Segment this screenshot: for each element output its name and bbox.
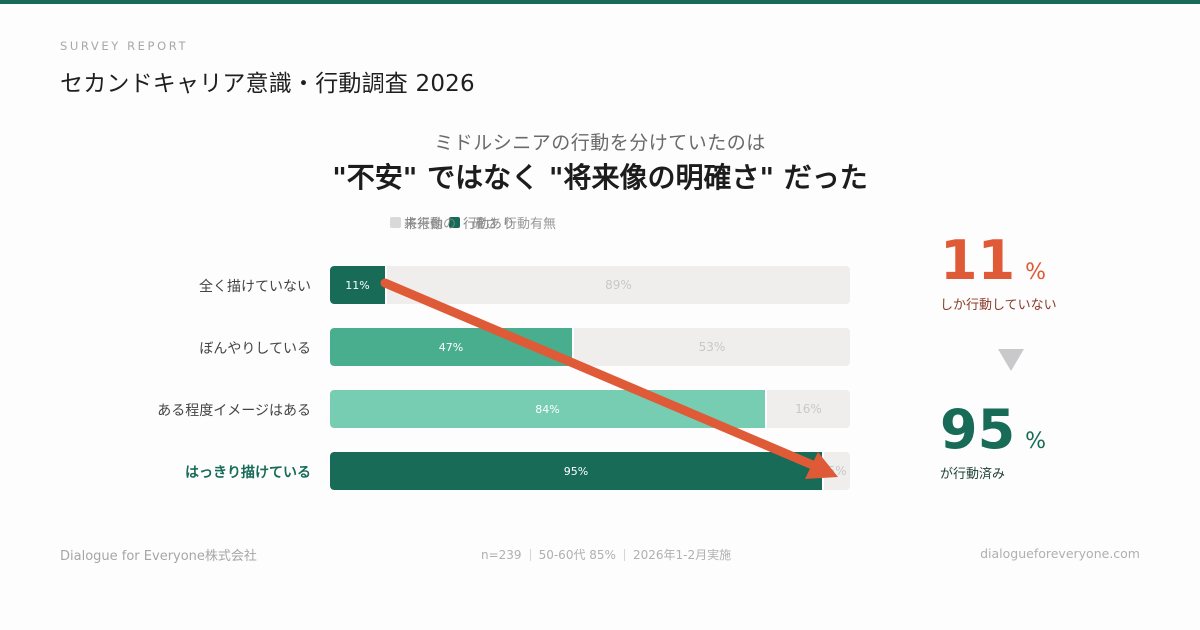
bar-value: 5% [827, 464, 847, 478]
bar-value: 95% [563, 464, 589, 478]
footer-meta: n=239 50-60代 85% 2026年1-2月実施 [481, 546, 731, 563]
legend-title-part: 確さ [472, 217, 499, 232]
legend-title-part: 行動有無 [504, 217, 557, 232]
page-title: セカンドキャリア意識・行動調査 2026 [60, 71, 475, 97]
bar-acted: 84% [330, 390, 767, 428]
bar-track: 95% 5% [330, 452, 850, 490]
bar-not-acted: 5% [824, 452, 850, 490]
chart-subtitle: ミドルシニアの行動を分けていたのは [434, 132, 766, 154]
eyebrow-label: SURVEY REPORT [60, 39, 189, 53]
bar-value: 47% [438, 340, 464, 354]
footer-sample-size: n=239 [481, 547, 522, 562]
bar-acted: 47% [330, 328, 574, 366]
footer-demographic: 50-60代 85% [538, 548, 616, 562]
top-accent-bar [0, 0, 1200, 4]
bar-value: 84% [535, 402, 560, 416]
bar-not-acted: 89% [387, 266, 850, 304]
stat-high-caption: が行動済み [940, 467, 1006, 482]
stat-low-caption: しか行動していない [940, 298, 1057, 313]
chart-title: "不安" ではなく "将来像の明確さ" だった [332, 161, 868, 194]
bar-value: 11% [345, 278, 370, 292]
stat-high: 95% が行動済み [940, 398, 1047, 483]
row-label: 全く描けていない [199, 279, 311, 295]
row-label-highlight: はっきり描けている [185, 465, 311, 481]
legend-label-acted: 行動あり [463, 217, 516, 232]
stat-low-unit: % [1025, 260, 1047, 285]
legend-swatch-not-acted [390, 217, 401, 228]
legend-title-part: 将来像の [404, 217, 457, 232]
row-label: ぼんやりしている [199, 341, 311, 357]
legend-swatch-acted [449, 217, 461, 228]
chart-legend: 未行動 行動あり 将来像の 確さ 行動有無 [390, 213, 610, 233]
stat-low-value: 11 [940, 229, 1016, 292]
bar-value: 53% [698, 340, 726, 354]
bar-value: 16% [795, 402, 822, 416]
bar-value: 89% [605, 278, 632, 292]
footer-company: Dialogue for Everyone株式会社 [60, 549, 257, 564]
stat-low: 11% しか行動していない [940, 229, 1057, 314]
stat-high-value: 95 [940, 398, 1016, 461]
legend-label-not-acted: 未行動 [404, 217, 444, 232]
footer-url: dialogueforeveryone.com [980, 546, 1140, 561]
bar-track: 47% 53% [330, 328, 850, 366]
bar-not-acted: 16% [767, 390, 850, 428]
stat-high-unit: % [1025, 429, 1047, 454]
legend-items: 未行動 行動あり [390, 213, 515, 232]
bar-acted: 95% [330, 452, 824, 490]
divider [623, 548, 625, 561]
down-triangle-icon [998, 349, 1024, 371]
bar-acted: 11% [330, 266, 387, 304]
bar-track: 11% 89% [330, 266, 850, 304]
row-label: ある程度イメージはある [157, 403, 311, 419]
divider [529, 548, 531, 561]
footer-period: 2026年1-2月実施 [632, 548, 732, 562]
bar-not-acted: 53% [574, 328, 850, 366]
legend-title-overlap: 将来像の 確さ 行動有無 [404, 213, 556, 232]
bar-track: 84% 16% [330, 390, 850, 428]
